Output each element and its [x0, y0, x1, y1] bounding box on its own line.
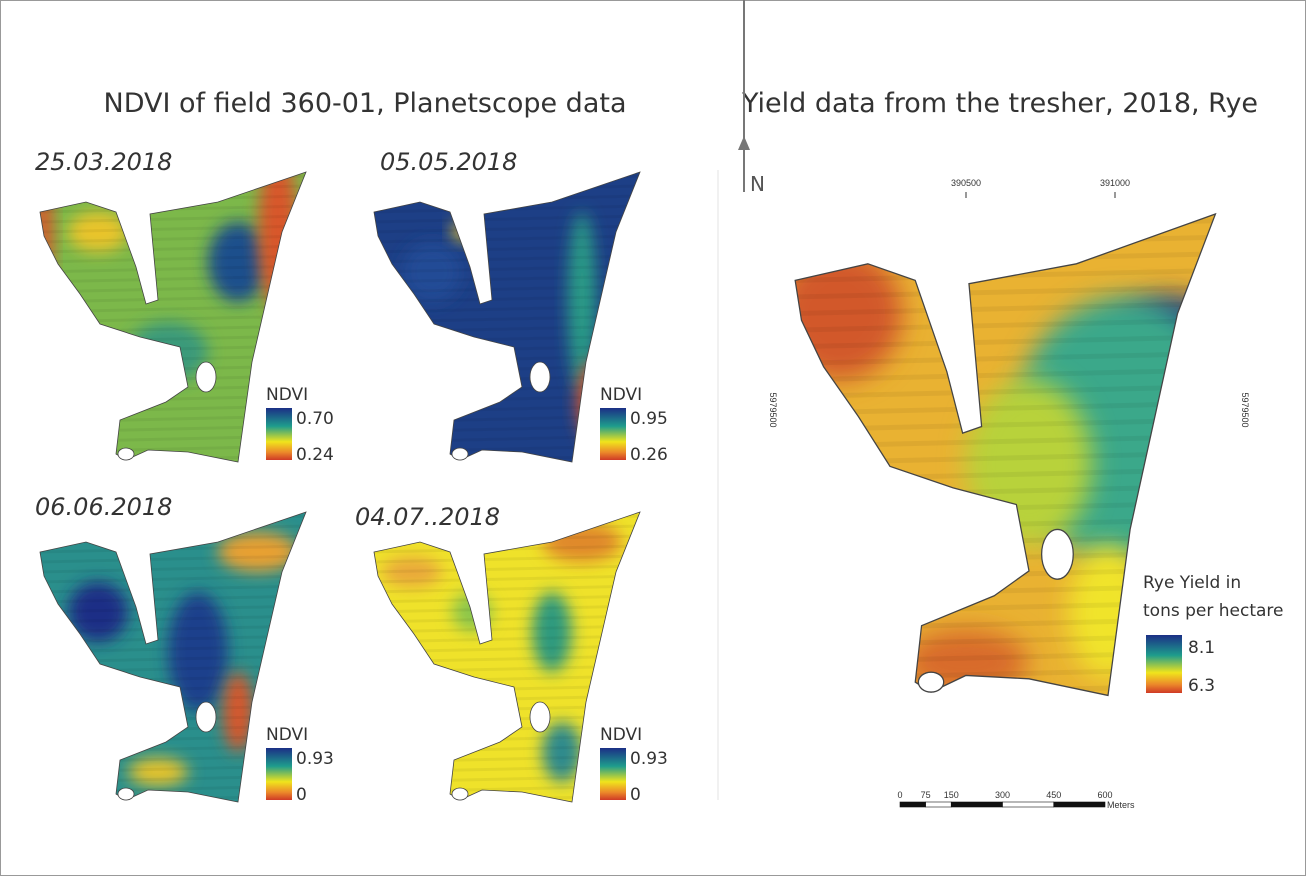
maps: 25.03.2018 NDVI 0.70 0.24 05.05.2018 NDVI 0.95… — [28, 148, 668, 812]
scale-unit: Meters — [1107, 800, 1135, 810]
pond — [118, 448, 134, 460]
ndvi-map: NDVI 0.93 0 — [362, 502, 668, 812]
figure: NDVI of field 360-01, Planetscope data Y… — [0, 0, 1306, 876]
legend-title: NDVI — [600, 385, 642, 405]
row-stripe — [372, 356, 642, 362]
row-stripe — [38, 376, 308, 382]
legend-max: 8.1 — [1188, 638, 1215, 658]
field-zone — [1069, 546, 1148, 679]
x-coord: 390500 — [951, 178, 981, 188]
row-stripe — [372, 346, 642, 352]
legend-min: 0 — [630, 785, 641, 805]
legend-colorbar — [266, 748, 292, 800]
yield-field — [776, 197, 1250, 712]
field-raster — [776, 197, 1250, 712]
field-zone — [452, 592, 492, 632]
legend-colorbar — [600, 748, 626, 800]
row-stripe — [792, 553, 1219, 563]
legend-colorbar — [600, 408, 626, 460]
row-stripe — [372, 696, 642, 702]
scale-segment — [1003, 802, 1054, 807]
map-date: 05.05.2018 — [380, 148, 517, 176]
right-title: Yield data from the tresher, 2018, Rye — [741, 88, 1258, 119]
pond — [118, 788, 134, 800]
row-stripe — [38, 696, 308, 702]
pond — [196, 702, 216, 732]
legend-title: NDVI — [266, 385, 308, 405]
north-label: N — [750, 172, 765, 196]
legend-max: 0.93 — [296, 749, 334, 769]
row-stripe — [372, 466, 642, 472]
row-stripe — [38, 366, 308, 372]
legend-min: 0 — [296, 785, 307, 805]
legend-colorbar — [1146, 635, 1182, 693]
row-stripe — [792, 221, 1219, 231]
scale-label: 600 — [1097, 790, 1112, 800]
row-stripe — [372, 366, 642, 372]
field-zone — [128, 758, 188, 786]
row-stripe — [372, 176, 642, 182]
legend-max: 0.70 — [296, 409, 334, 429]
row-stripe — [792, 503, 1219, 513]
legend-max: 0.95 — [630, 409, 668, 429]
yield-map: N 390500 391000 5979500 5979500 Rye Yiel… — [738, 0, 1283, 810]
scale-segment — [900, 802, 926, 807]
ndvi-map: NDVI 0.70 0.24 — [28, 152, 334, 472]
row-stripe — [38, 176, 308, 182]
legend-max: 0.93 — [630, 749, 668, 769]
row-stripe — [792, 519, 1219, 529]
legend-colorbar — [266, 408, 292, 460]
row-stripe — [372, 376, 642, 382]
field-zone — [532, 592, 572, 672]
scale-label: 0 — [897, 790, 902, 800]
ndvi-map: NDVI 0.95 0.26 — [362, 162, 668, 472]
scale-label: 450 — [1046, 790, 1061, 800]
scale-label: 300 — [995, 790, 1010, 800]
row-stripe — [792, 536, 1219, 546]
left-title: NDVI of field 360-01, Planetscope data — [104, 88, 627, 119]
scale-segment — [926, 802, 952, 807]
map-date: 25.03.2018 — [35, 148, 172, 176]
row-stripe — [372, 686, 642, 692]
legend-min: 0.26 — [630, 445, 668, 465]
row-stripe — [38, 706, 308, 712]
legend-title: NDVI — [600, 725, 642, 745]
row-stripe — [372, 806, 642, 812]
row-stripe — [38, 466, 308, 472]
legend-min: 6.3 — [1188, 676, 1215, 696]
pond — [1042, 529, 1074, 579]
legend-title: NDVI — [266, 725, 308, 745]
scale-segment — [1054, 802, 1105, 807]
x-coord: 391000 — [1100, 178, 1130, 188]
map-date: 04.07..2018 — [355, 503, 500, 531]
map-date: 06.06.2018 — [35, 493, 172, 521]
legend-title: tons per hectare — [1143, 601, 1283, 621]
row-stripe — [792, 702, 1219, 712]
y-coord: 5979500 — [768, 392, 778, 427]
row-stripe — [38, 806, 308, 812]
scale-segment — [951, 802, 1002, 807]
scale-label: 150 — [944, 790, 959, 800]
north-arrowhead — [738, 136, 750, 150]
y-coord: 5979500 — [1240, 392, 1250, 427]
scale-label: 75 — [921, 790, 931, 800]
pond — [918, 672, 943, 692]
row-stripe — [38, 346, 308, 352]
pond — [196, 362, 216, 392]
pond — [452, 788, 468, 800]
pond — [452, 448, 468, 460]
ndvi-map: NDVI 0.93 0 — [28, 502, 334, 812]
row-stripe — [372, 706, 642, 712]
pond — [530, 362, 550, 392]
field — [776, 197, 1250, 712]
legend-title: Rye Yield in — [1143, 573, 1241, 593]
row-stripe — [38, 686, 308, 692]
row-stripe — [38, 356, 308, 362]
row-stripe — [38, 716, 308, 722]
legend-min: 0.24 — [296, 445, 334, 465]
field-zone — [223, 672, 253, 752]
row-stripe — [372, 716, 642, 722]
pond — [530, 702, 550, 732]
